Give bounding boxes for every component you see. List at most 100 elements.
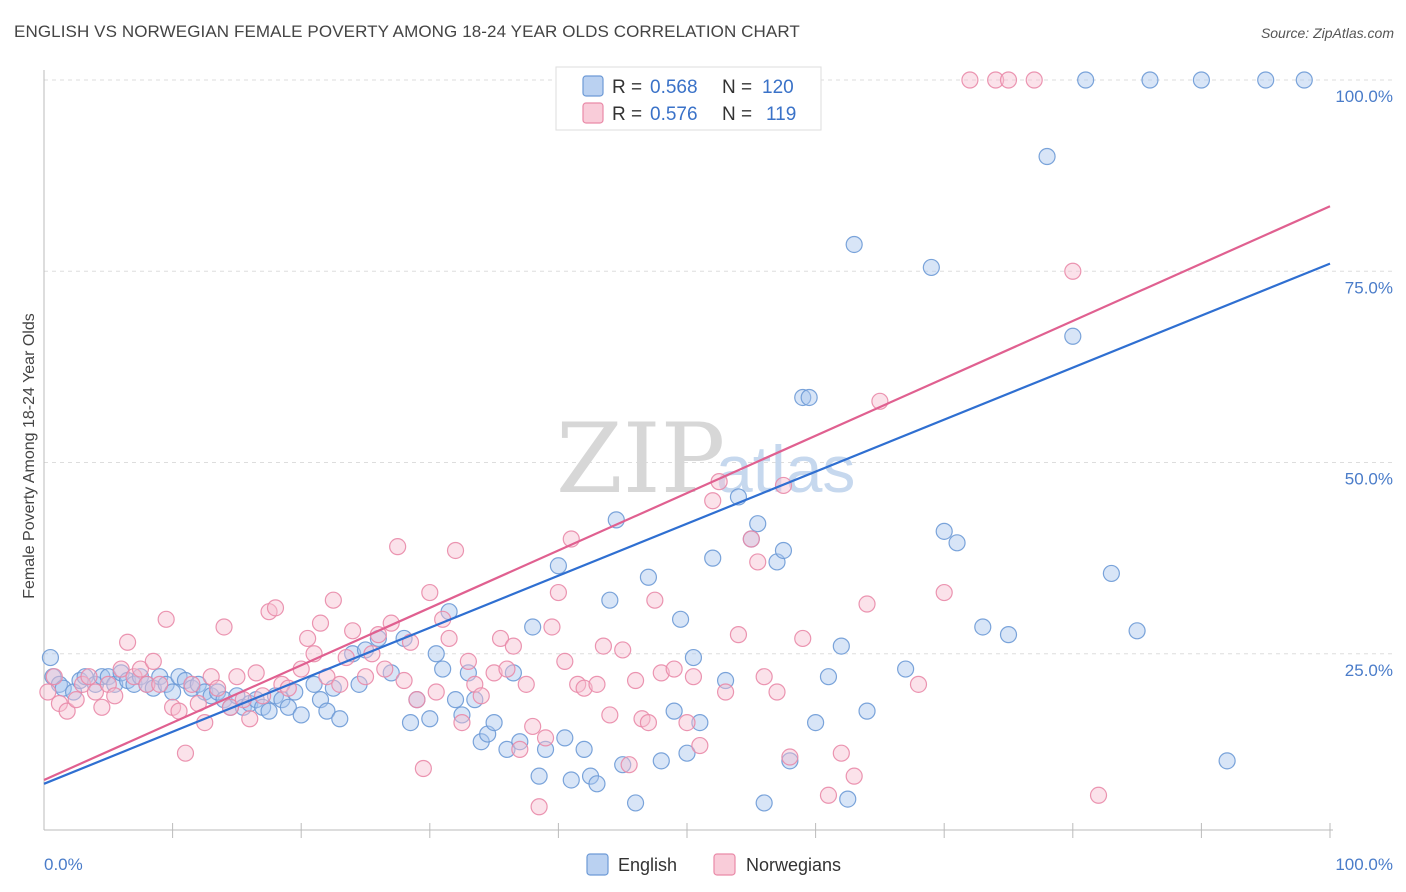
norwegian-point [781,748,799,766]
norwegian-point [331,675,349,693]
axes [43,70,1333,831]
english-point [839,790,857,808]
norwegian-point [1025,71,1043,89]
norwegian-point [58,702,76,720]
norwegian-point [106,687,124,705]
legend-bottom-norwegian-swatch [713,853,736,876]
norwegian-point [536,729,555,747]
norwegian-point [228,668,246,686]
norwegian-point [691,736,709,755]
english-point [1102,564,1120,583]
norwegian-point [987,71,1005,89]
english-point [601,591,619,609]
norwegian-point [138,675,156,693]
english-point [749,515,767,533]
norwegian-point [961,71,979,89]
english-point [1064,327,1082,345]
norwegian-point [446,541,465,560]
norwegian-point [209,679,227,697]
y-tick-label-50: 50.0% [1345,470,1393,489]
norwegian-point [678,713,696,732]
norwegian-point [858,595,876,613]
english-point [614,756,632,774]
legend-norwegian-n-label: N = [722,104,752,125]
x-tick-label-min: 0.0% [44,855,83,874]
legend-english-n-label: N = [722,77,752,98]
english-point [948,534,966,552]
norwegian-point [215,618,233,636]
norwegian-point [118,633,137,651]
norwegian-point [485,664,503,682]
english-point [427,645,445,663]
legend-norwegian-r-value: 0.576 [650,104,698,125]
norwegian-point [472,687,490,705]
norwegian-point [1089,786,1108,804]
english-point [549,557,568,575]
norwegian-point [639,713,658,732]
norwegian-point [517,675,535,693]
norwegian-point [45,668,63,686]
norwegian-point [266,599,285,617]
norwegian-point [845,767,863,785]
norwegian-point [414,759,432,778]
norwegian-point [794,629,812,648]
english-point [421,710,439,728]
english-point [774,541,793,560]
y-tick-label-100: 100.0% [1335,87,1393,106]
legend-english-swatch [582,75,604,97]
norwegian-point [241,710,259,728]
norwegian-point [453,713,471,732]
norwegian-point [311,614,330,632]
english-point [524,618,542,636]
norwegian-point [594,637,613,655]
norwegian-point [459,652,477,671]
norwegian-point [504,637,522,655]
norwegian-point [549,583,568,602]
norwegian-point [665,660,683,678]
english-point [164,683,182,701]
norwegian-point [1064,262,1082,280]
norwegian-point [427,683,445,701]
legend-english-r-label: R = [612,77,642,98]
norwegian-point [768,683,786,701]
norwegian-point [344,622,362,640]
english-point [331,710,349,728]
norwegian-point [67,691,85,709]
norwegian-point [819,786,838,804]
norwegian-point [498,660,516,678]
norwegian-point [421,583,439,602]
english-point [922,258,940,277]
english-point [626,794,645,812]
english-point [562,771,580,789]
english-point [434,660,452,678]
english-point [819,668,838,686]
y-tick-label-25: 25.0% [1345,661,1393,680]
norwegian-point [176,744,195,762]
english-point [678,744,696,762]
english-point [1192,71,1211,89]
english-point [794,388,812,407]
legend-english-r-value: 0.568 [650,77,698,98]
norwegian-point [144,652,162,671]
english-trendline [43,262,1331,785]
english-point [1141,71,1159,89]
norwegian-point [999,71,1018,89]
norwegian-point [575,679,593,697]
norwegian-point [408,691,426,709]
english-point [832,637,850,655]
english-point [1128,622,1146,640]
english-point [260,702,278,720]
english-points [41,71,1313,812]
legend-bottom: English Norwegians [586,853,841,876]
norwegian-point [626,671,645,690]
english-point [1218,752,1236,770]
legend-bottom-english-swatch [586,853,609,876]
english-point [556,729,574,747]
trend-lines [43,205,1331,785]
legend-bottom-norwegian-label: Norwegians [746,855,841,875]
english-point [935,522,953,540]
norwegian-point [376,660,394,678]
english-point [671,610,690,628]
chart-source: Source: ZipAtlas.com [1260,25,1394,41]
